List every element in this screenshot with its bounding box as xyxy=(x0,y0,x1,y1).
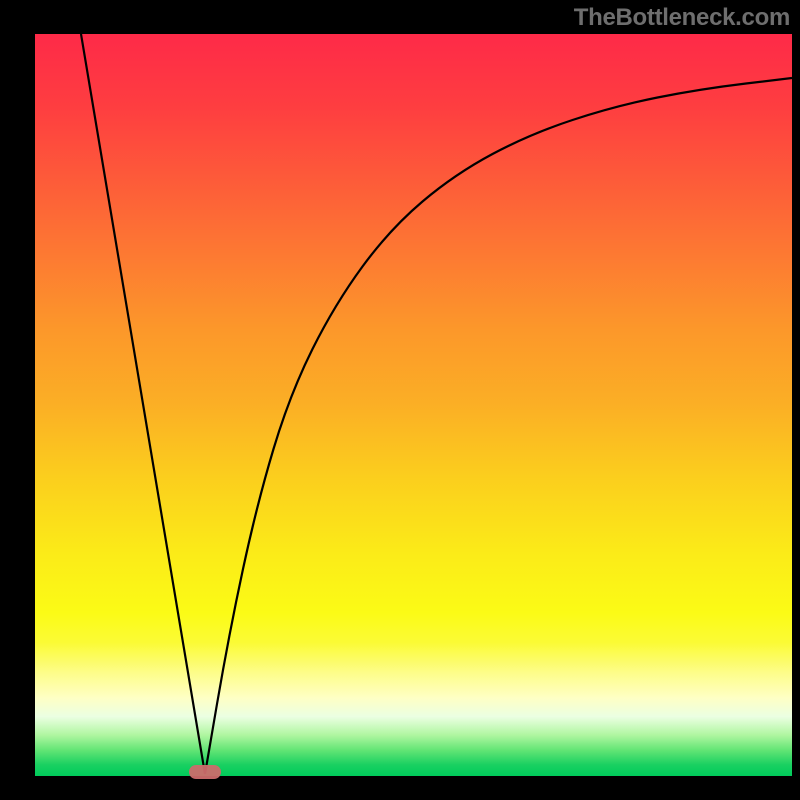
optimal-point-marker xyxy=(189,765,221,779)
watermark-text: TheBottleneck.com xyxy=(574,4,790,32)
chart-container: TheBottleneck.com xyxy=(0,0,800,800)
performance-curve xyxy=(35,34,792,776)
curve-path xyxy=(81,34,792,774)
plot-area xyxy=(35,34,792,776)
